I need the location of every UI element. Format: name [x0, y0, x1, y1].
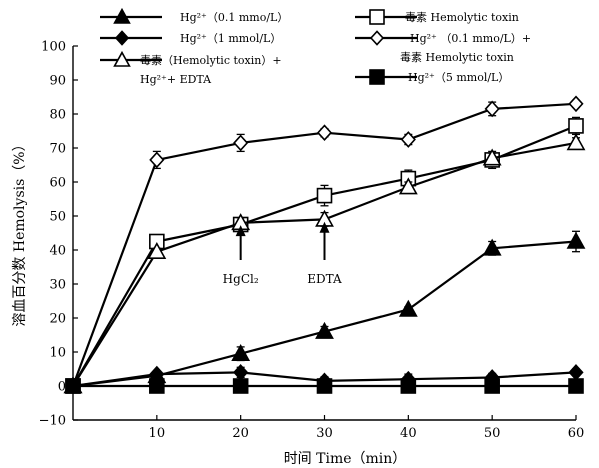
legend-item: Hg²⁺（5 mmol/L）: [355, 69, 509, 85]
y-tick-label: −10: [39, 414, 66, 429]
legend-item: 毒素 Hemolytic toxin: [355, 9, 519, 25]
legend-label: Hg²⁺（1 mmol/L）: [180, 32, 281, 45]
y-tick-label: 60: [49, 176, 66, 191]
arrow-head: [235, 225, 246, 237]
data-point: [398, 177, 418, 195]
y-tick-label: 100: [41, 40, 66, 55]
data-point: [147, 241, 167, 260]
y-tick-label: 70: [49, 142, 66, 157]
x-tick-label: 10: [149, 426, 166, 441]
data-point: [149, 151, 165, 169]
data-point: [400, 131, 416, 148]
legend-label: 毒素（Hemolytic toxin）+: [140, 54, 282, 67]
data-point: [149, 378, 165, 394]
legend-label: Hg²⁺ （0.1 mmo/L）+: [410, 32, 531, 45]
data-point: [568, 95, 584, 113]
legend: Hg²⁺（0.1 mmo/L） 毒素 Hemolytic toxin Hg²⁺（1 …: [100, 7, 531, 86]
annotations: HgCl₂ EDTA: [223, 221, 342, 286]
legend-item: Hg²⁺ （0.1 mmo/L）+ 毒素 Hemolytic toxin: [355, 30, 531, 64]
data-point: [316, 124, 333, 142]
data-point: [482, 148, 502, 166]
data-point: [316, 378, 333, 394]
annotation-arrow: EDTA: [307, 221, 342, 286]
x-tick-label: 50: [484, 426, 501, 441]
data-point: [484, 100, 500, 118]
data-point: [566, 231, 586, 249]
data-point: [65, 378, 81, 394]
y-tick-label: 10: [49, 346, 66, 361]
legend-label: Hg²⁺（5 mmol/L）: [408, 71, 509, 84]
x-tick-label: 60: [568, 426, 585, 441]
axes: −10 0 10 20 30 40 50 60 70 80 90 100 10 20 30 40 50 60: [39, 40, 585, 442]
legend-item: Hg²⁺（0.1 mmo/L）: [100, 7, 288, 24]
y-tick-label: 80: [49, 108, 66, 123]
y-tick-label: 20: [49, 312, 66, 327]
legend-marker: [113, 7, 131, 24]
data-point: [568, 378, 584, 394]
data-point: [400, 378, 417, 394]
legend-label: Hg²⁺（0.1 mmo/L）: [180, 11, 288, 24]
y-axis-title: 溶血百分数 Hemolysis（%）: [12, 137, 28, 326]
data-point: [233, 134, 249, 152]
data-point: [398, 299, 418, 317]
legend-label: Hg²⁺+ EDTA: [140, 73, 212, 86]
data-point: [568, 118, 584, 134]
legend-item: Hg²⁺（1 mmol/L）: [100, 30, 281, 46]
y-tick-label: 30: [49, 278, 66, 293]
data-point: [482, 238, 502, 256]
data-point: [484, 378, 500, 394]
legend-item: 毒素（Hemolytic toxin）+ Hg²⁺+ EDTA: [100, 50, 282, 86]
x-axis-title: 时间 Time（min）: [284, 451, 407, 467]
y-tick-label: 90: [49, 74, 66, 89]
series-diamond-open: [65, 95, 584, 395]
legend-marker: [369, 30, 385, 46]
data-point: [566, 133, 586, 151]
annotation-label: EDTA: [307, 272, 342, 286]
x-tick-label: 20: [232, 426, 249, 441]
data-point: [233, 364, 249, 381]
y-tick-label: 40: [49, 244, 66, 259]
y-tick-label: 50: [49, 210, 66, 225]
series-square-filled: [65, 378, 584, 394]
legend-marker: [369, 9, 385, 25]
data-point: [568, 364, 584, 381]
legend-marker: [114, 30, 130, 46]
data-point: [315, 321, 334, 339]
y-tick-label: 0: [58, 380, 66, 395]
arrow-head: [319, 221, 330, 233]
x-tick-label: 30: [316, 426, 333, 441]
data-point: [316, 187, 333, 204]
x-tick-label: 40: [400, 426, 417, 441]
annotation-label: HgCl₂: [223, 272, 259, 286]
annotation-arrow: HgCl₂: [223, 225, 259, 286]
legend-label: 毒素 Hemolytic toxin: [400, 51, 514, 64]
legend-label: 毒素 Hemolytic toxin: [405, 11, 519, 24]
legend-marker: [369, 69, 385, 85]
legend-marker: [113, 50, 131, 67]
data-point: [232, 378, 249, 394]
data-point: [231, 343, 251, 362]
